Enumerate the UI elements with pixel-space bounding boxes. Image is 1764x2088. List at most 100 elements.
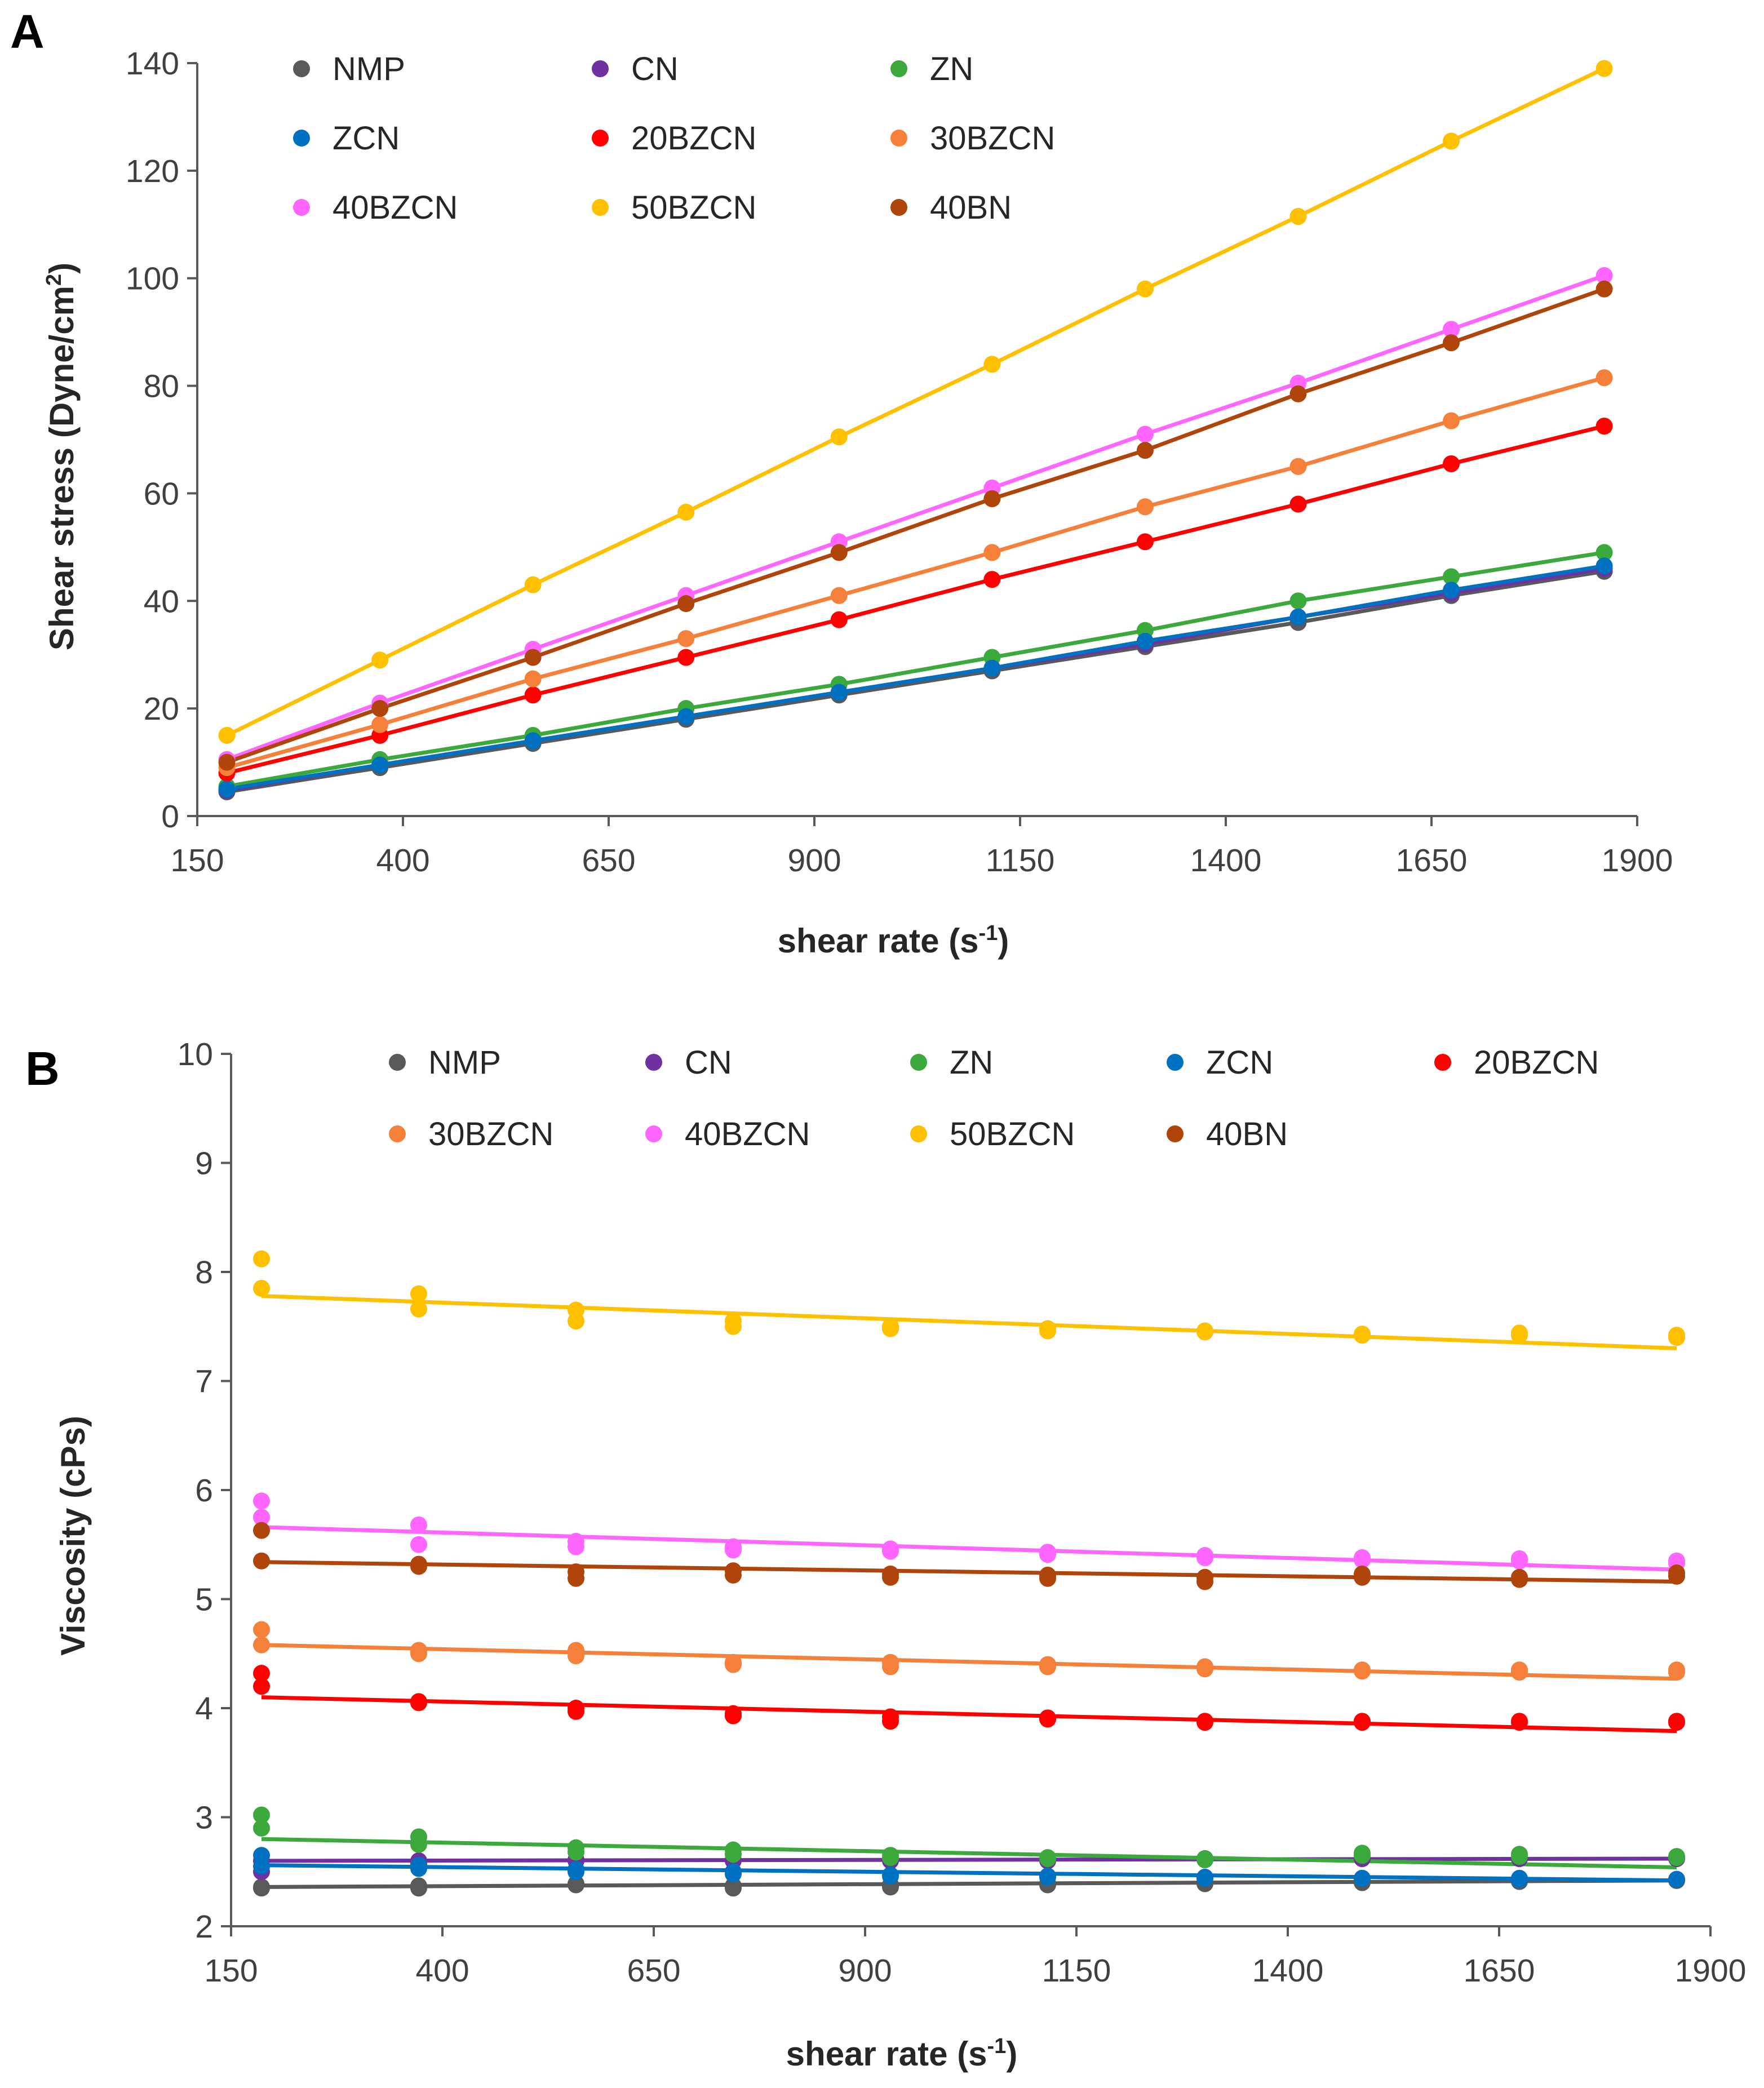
panel-b-point-zcn bbox=[1668, 1870, 1685, 1888]
panel-b-point-30bzcn bbox=[253, 1636, 270, 1653]
panel-a-legend-label-40bzcn: 40BZCN bbox=[333, 189, 458, 226]
panel-a: A 0 20 40 60 80 100 120 140 150 400 650 900 1150 1400… bbox=[10, 5, 1673, 960]
panel-b-legend-marker-zcn bbox=[1167, 1054, 1184, 1071]
panel-b-point-50bzcn bbox=[410, 1300, 427, 1318]
panel-b-legend-label-zcn: ZCN bbox=[1206, 1044, 1273, 1081]
panel-a-point-zn bbox=[1289, 592, 1307, 610]
panel-b-trendline-zcn bbox=[261, 1863, 1677, 1883]
panel-b-point-zn bbox=[1511, 1848, 1528, 1865]
panel-a-line-40bn bbox=[226, 287, 1605, 764]
panel-b-point-20bzcn bbox=[1039, 1710, 1056, 1728]
panel-b-x-tick-label: 1400 bbox=[1252, 1953, 1324, 1989]
panel-b-point-40bn bbox=[253, 1522, 270, 1539]
panel-b-x-tick-label: 900 bbox=[838, 1953, 892, 1989]
panel-b-point-zcn bbox=[1196, 1869, 1213, 1887]
panel-b-legend-label-40bn: 40BN bbox=[1206, 1116, 1288, 1152]
panel-b-point-50bzcn bbox=[568, 1313, 584, 1330]
panel-a-point-40bn bbox=[218, 753, 236, 771]
panel-a-point-50bzcn bbox=[1595, 60, 1613, 77]
panel-a-point-zcn bbox=[677, 708, 695, 725]
panel-b-point-40bzcn bbox=[253, 1492, 270, 1510]
panel-b-x-axis-title: shear rate (s-1) bbox=[786, 2034, 1018, 2073]
panel-b-legend-label-cn: CN bbox=[685, 1044, 732, 1081]
panel-b-point-40bzcn bbox=[410, 1536, 427, 1553]
panel-a-legend-marker-zn bbox=[890, 60, 907, 77]
panel-b-point-40bn bbox=[725, 1566, 742, 1584]
panel-a-legend-label-zcn: ZCN bbox=[333, 120, 400, 157]
panel-b-trendline-nmp bbox=[261, 1878, 1677, 1889]
panel-b-point-nmp bbox=[253, 1878, 270, 1896]
panel-a-point-zn bbox=[1595, 544, 1613, 561]
panel-b-point-40bzcn bbox=[410, 1516, 427, 1533]
panel-a-point-40bn bbox=[371, 700, 389, 717]
panel-a-point-50bzcn bbox=[983, 356, 1001, 373]
panel-a-y-axis-title: Shear stress (Dyne/cm2) bbox=[42, 263, 81, 650]
panel-b-x-tick-label: 1900 bbox=[1675, 1953, 1747, 1989]
panel-a-point-50bzcn bbox=[524, 576, 542, 593]
panel-b-legend-label-30bzcn: 30BZCN bbox=[428, 1116, 553, 1152]
panel-a-point-50bzcn bbox=[1443, 132, 1460, 150]
panel-b-point-40bzcn bbox=[568, 1538, 584, 1555]
panel-b-point-50bzcn bbox=[725, 1318, 742, 1335]
panel-a-x-tick-label: 650 bbox=[582, 843, 635, 879]
panel-a-point-30bzcn bbox=[830, 587, 848, 604]
panel-b-point-zn bbox=[1354, 1847, 1371, 1864]
panel-label-a: A bbox=[10, 5, 45, 58]
panel-b-trendline-40bn bbox=[261, 1560, 1677, 1584]
panel-b-legend-marker-cn bbox=[645, 1054, 662, 1071]
panel-b-y-tick-label: 8 bbox=[195, 1254, 213, 1291]
panel-b-legend-label-50bzcn: 50BZCN bbox=[950, 1116, 1075, 1152]
panel-a-line-40bzcn bbox=[226, 273, 1605, 762]
panel-a-point-zcn bbox=[983, 659, 1001, 677]
panel-b-legend-label-zn: ZN bbox=[950, 1044, 993, 1081]
panel-a-point-20bzcn bbox=[983, 571, 1001, 588]
panel-b-point-zn bbox=[410, 1836, 427, 1853]
panel-a-x-tick-label: 400 bbox=[376, 843, 429, 879]
panel-b-point-40bzcn bbox=[253, 1509, 270, 1526]
panel-b-point-20bzcn bbox=[1196, 1714, 1213, 1731]
panel-a-x-tick-label: 1900 bbox=[1602, 843, 1673, 879]
panel-b-point-50bzcn bbox=[882, 1320, 899, 1337]
panel-b-trendline-30bzcn bbox=[261, 1643, 1677, 1681]
panel-b-y-tick-label: 6 bbox=[195, 1473, 213, 1509]
panel-b-point-zn bbox=[1668, 1849, 1685, 1867]
panel-a-point-40bn bbox=[524, 649, 542, 666]
panel-b-point-zn bbox=[1196, 1851, 1213, 1868]
panel-a-legend-marker-nmp bbox=[293, 60, 310, 77]
panel-a-x-tick-label: 150 bbox=[170, 843, 224, 879]
panel-a-y-tick-label: 0 bbox=[161, 799, 179, 835]
panel-a-y-tick-label: 60 bbox=[144, 476, 179, 512]
panel-a-point-50bzcn bbox=[218, 726, 236, 744]
panel-a-y-tick-label: 100 bbox=[126, 261, 179, 297]
panel-b-legend-label-20bzcn: 20BZCN bbox=[1474, 1044, 1599, 1081]
panel-b-point-zcn bbox=[1354, 1869, 1371, 1887]
panel-b-point-40bzcn bbox=[1196, 1549, 1213, 1566]
panel-b-point-30bzcn bbox=[1354, 1663, 1371, 1680]
panel-a-legend-marker-50bzcn bbox=[592, 199, 609, 216]
panel-a-line-20bzcn bbox=[226, 424, 1605, 775]
panel-a-lines bbox=[226, 67, 1606, 794]
panel-b-point-50bzcn bbox=[1511, 1327, 1528, 1344]
panel-a-point-zcn bbox=[524, 732, 542, 750]
panel-b-legend-marker-zn bbox=[910, 1054, 927, 1071]
panel-a-point-20bzcn bbox=[524, 686, 542, 704]
panel-b-y-tick-label: 2 bbox=[195, 1909, 213, 1945]
panel-b-legend-label-nmp: NMP bbox=[428, 1044, 501, 1081]
panel-b-point-30bzcn bbox=[1511, 1664, 1528, 1681]
panel-a-legend-marker-zcn bbox=[293, 130, 310, 147]
panel-a-line-zcn bbox=[227, 564, 1605, 791]
panel-b-legend-marker-30bzcn bbox=[389, 1125, 406, 1142]
panel-b-legend-marker-50bzcn bbox=[910, 1125, 927, 1142]
panel-b-points bbox=[253, 1250, 1685, 1897]
panel-a-point-30bzcn bbox=[1289, 458, 1307, 475]
panel-a-point-zn bbox=[1443, 568, 1460, 586]
panel-a-point-zcn bbox=[830, 684, 848, 701]
panel-a-line-nmp bbox=[227, 569, 1605, 794]
panel-b-point-40bn bbox=[1511, 1571, 1528, 1588]
panel-b-axes: 2 3 4 5 6 7 8 9 10 150 400 650 900 1150 1400 1650 1900 bbox=[178, 1036, 1747, 1989]
panel-a-point-40bn bbox=[1136, 442, 1154, 459]
panel-b-point-zcn bbox=[568, 1863, 584, 1881]
panel-b-legend-marker-20bzcn bbox=[1434, 1054, 1451, 1071]
panel-b-lines bbox=[261, 1294, 1677, 1889]
